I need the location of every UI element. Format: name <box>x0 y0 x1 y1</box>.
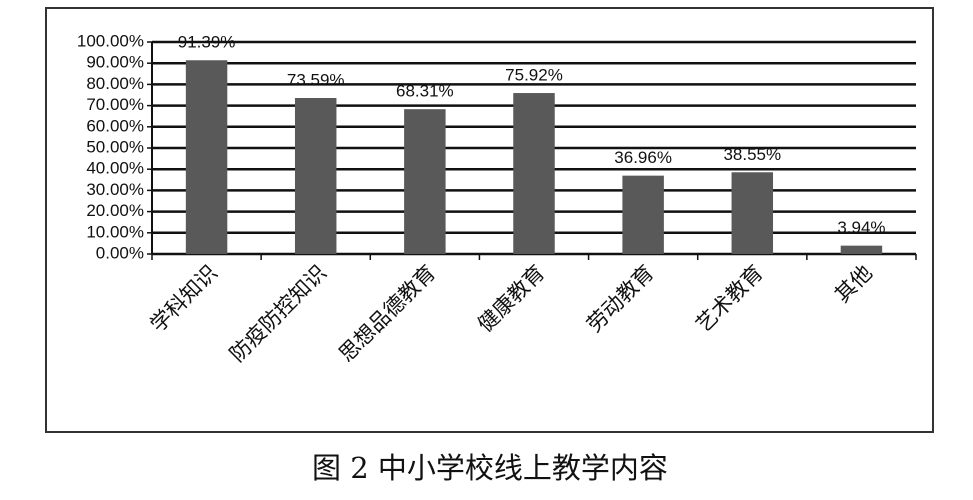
y-tick-label: 100.00% <box>77 31 144 50</box>
y-tick-label: 90.00% <box>86 53 144 72</box>
x-tick-label: 劳动教育 <box>582 260 658 336</box>
x-tick-label: 其他 <box>830 260 877 307</box>
data-label: 3.94% <box>837 218 885 237</box>
data-label: 75.92% <box>505 66 563 85</box>
data-label: 68.31% <box>396 82 454 101</box>
bar <box>622 175 664 254</box>
chart-title: 图 2 中小学校线上教学内容 <box>312 451 668 485</box>
y-tick-label: 50.00% <box>86 137 144 156</box>
y-tick-label: 10.00% <box>86 222 144 241</box>
y-tick-label: 60.00% <box>86 116 144 135</box>
x-tick-label: 思想品德教育 <box>334 260 440 366</box>
bar <box>404 109 446 254</box>
y-tick-label: 30.00% <box>86 180 144 199</box>
bar <box>513 93 555 255</box>
bar <box>185 60 228 254</box>
bar <box>840 245 883 254</box>
chart-frame <box>45 7 934 433</box>
y-tick-label: 40.00% <box>86 159 144 178</box>
y-tick-label: 70.00% <box>86 95 144 114</box>
x-tick-label: 艺术教育 <box>691 260 767 336</box>
bar <box>294 97 337 254</box>
data-label: 38.55% <box>723 145 781 164</box>
data-label: 91.39% <box>178 33 236 52</box>
x-tick-label: 健康教育 <box>473 260 549 336</box>
y-tick-label: 80.00% <box>86 74 144 93</box>
y-tick-label: 0.00% <box>96 243 144 262</box>
y-tick-label: 20.00% <box>86 201 144 220</box>
data-label: 73.59% <box>287 70 345 89</box>
x-tick-label: 学科知识 <box>146 260 222 336</box>
data-label: 36.96% <box>614 148 672 167</box>
x-tick-label: 防疫防控知识 <box>225 260 331 366</box>
bar <box>731 172 774 254</box>
